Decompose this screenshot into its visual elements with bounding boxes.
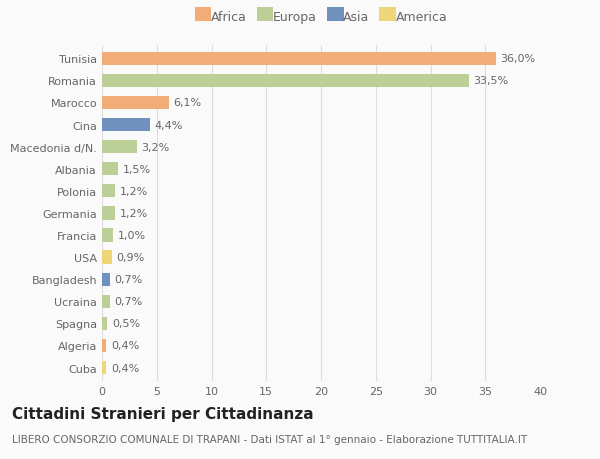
Legend: Africa, Europa, Asia, America: Africa, Europa, Asia, America — [192, 8, 450, 26]
Text: 36,0%: 36,0% — [500, 54, 536, 64]
Text: 0,7%: 0,7% — [114, 297, 142, 307]
Text: 1,5%: 1,5% — [123, 164, 151, 174]
Bar — [102, 229, 113, 242]
Text: 0,4%: 0,4% — [111, 341, 139, 351]
Text: Cittadini Stranieri per Cittadinanza: Cittadini Stranieri per Cittadinanza — [12, 406, 314, 421]
Bar — [102, 185, 115, 198]
Bar — [102, 74, 469, 88]
Bar — [102, 339, 106, 353]
Bar — [102, 163, 118, 176]
Bar — [102, 273, 110, 286]
Bar — [102, 96, 169, 110]
Text: 1,0%: 1,0% — [118, 230, 145, 241]
Text: 6,1%: 6,1% — [173, 98, 202, 108]
Bar — [102, 317, 107, 330]
Text: 33,5%: 33,5% — [473, 76, 508, 86]
Text: 3,2%: 3,2% — [142, 142, 170, 152]
Text: LIBERO CONSORZIO COMUNALE DI TRAPANI - Dati ISTAT al 1° gennaio - Elaborazione T: LIBERO CONSORZIO COMUNALE DI TRAPANI - D… — [12, 434, 527, 444]
Text: 1,2%: 1,2% — [119, 208, 148, 218]
Text: 0,4%: 0,4% — [111, 363, 139, 373]
Text: 4,4%: 4,4% — [155, 120, 183, 130]
Text: 1,2%: 1,2% — [119, 186, 148, 196]
Bar — [102, 207, 115, 220]
Bar — [102, 141, 137, 154]
Bar — [102, 295, 110, 308]
Text: 0,5%: 0,5% — [112, 319, 140, 329]
Text: 0,7%: 0,7% — [114, 274, 142, 285]
Bar — [102, 361, 106, 375]
Bar — [102, 118, 150, 132]
Text: 0,9%: 0,9% — [116, 252, 145, 263]
Bar — [102, 52, 496, 66]
Bar — [102, 251, 112, 264]
